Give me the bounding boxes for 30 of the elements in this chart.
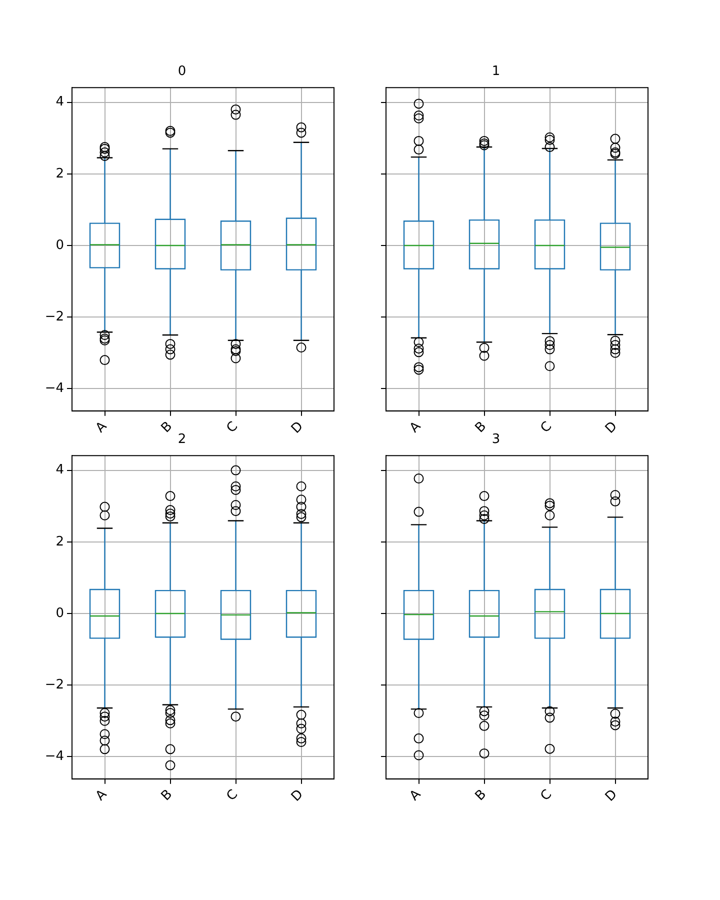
chart-title: 2 [178,432,186,448]
chart-title: 0 [178,64,186,80]
y-tick-label: 2 [56,534,64,550]
x-tick-label: A [93,418,110,436]
x-tick-label: C [538,787,555,804]
y-tick-label: −4 [44,381,64,396]
x-tick-label: B [472,419,490,436]
x-tick-label: A [407,418,424,436]
x-tick-label: C [224,419,241,436]
chart-title: 1 [492,64,500,80]
x-tick-label: C [224,787,241,804]
y-tick-label: 2 [56,166,64,182]
x-tick-label: A [93,786,110,804]
x-tick-label: D [602,419,620,437]
x-tick-label: D [288,419,306,437]
x-tick-label: C [538,419,555,436]
x-tick-label: B [158,787,176,804]
chart-title: 3 [492,432,500,448]
x-tick-label: A [407,786,424,804]
y-tick-label: 0 [56,606,64,621]
y-tick-label: −2 [44,677,64,692]
y-tick-label: 0 [56,238,64,253]
y-tick-label: −4 [44,749,64,764]
x-tick-label: D [288,787,306,805]
y-tick-label: −2 [44,309,64,324]
y-tick-label: 4 [56,462,64,478]
x-tick-label: B [472,787,490,804]
x-tick-label: B [158,419,176,436]
y-tick-label: 4 [56,94,64,110]
x-tick-label: D [602,787,620,805]
